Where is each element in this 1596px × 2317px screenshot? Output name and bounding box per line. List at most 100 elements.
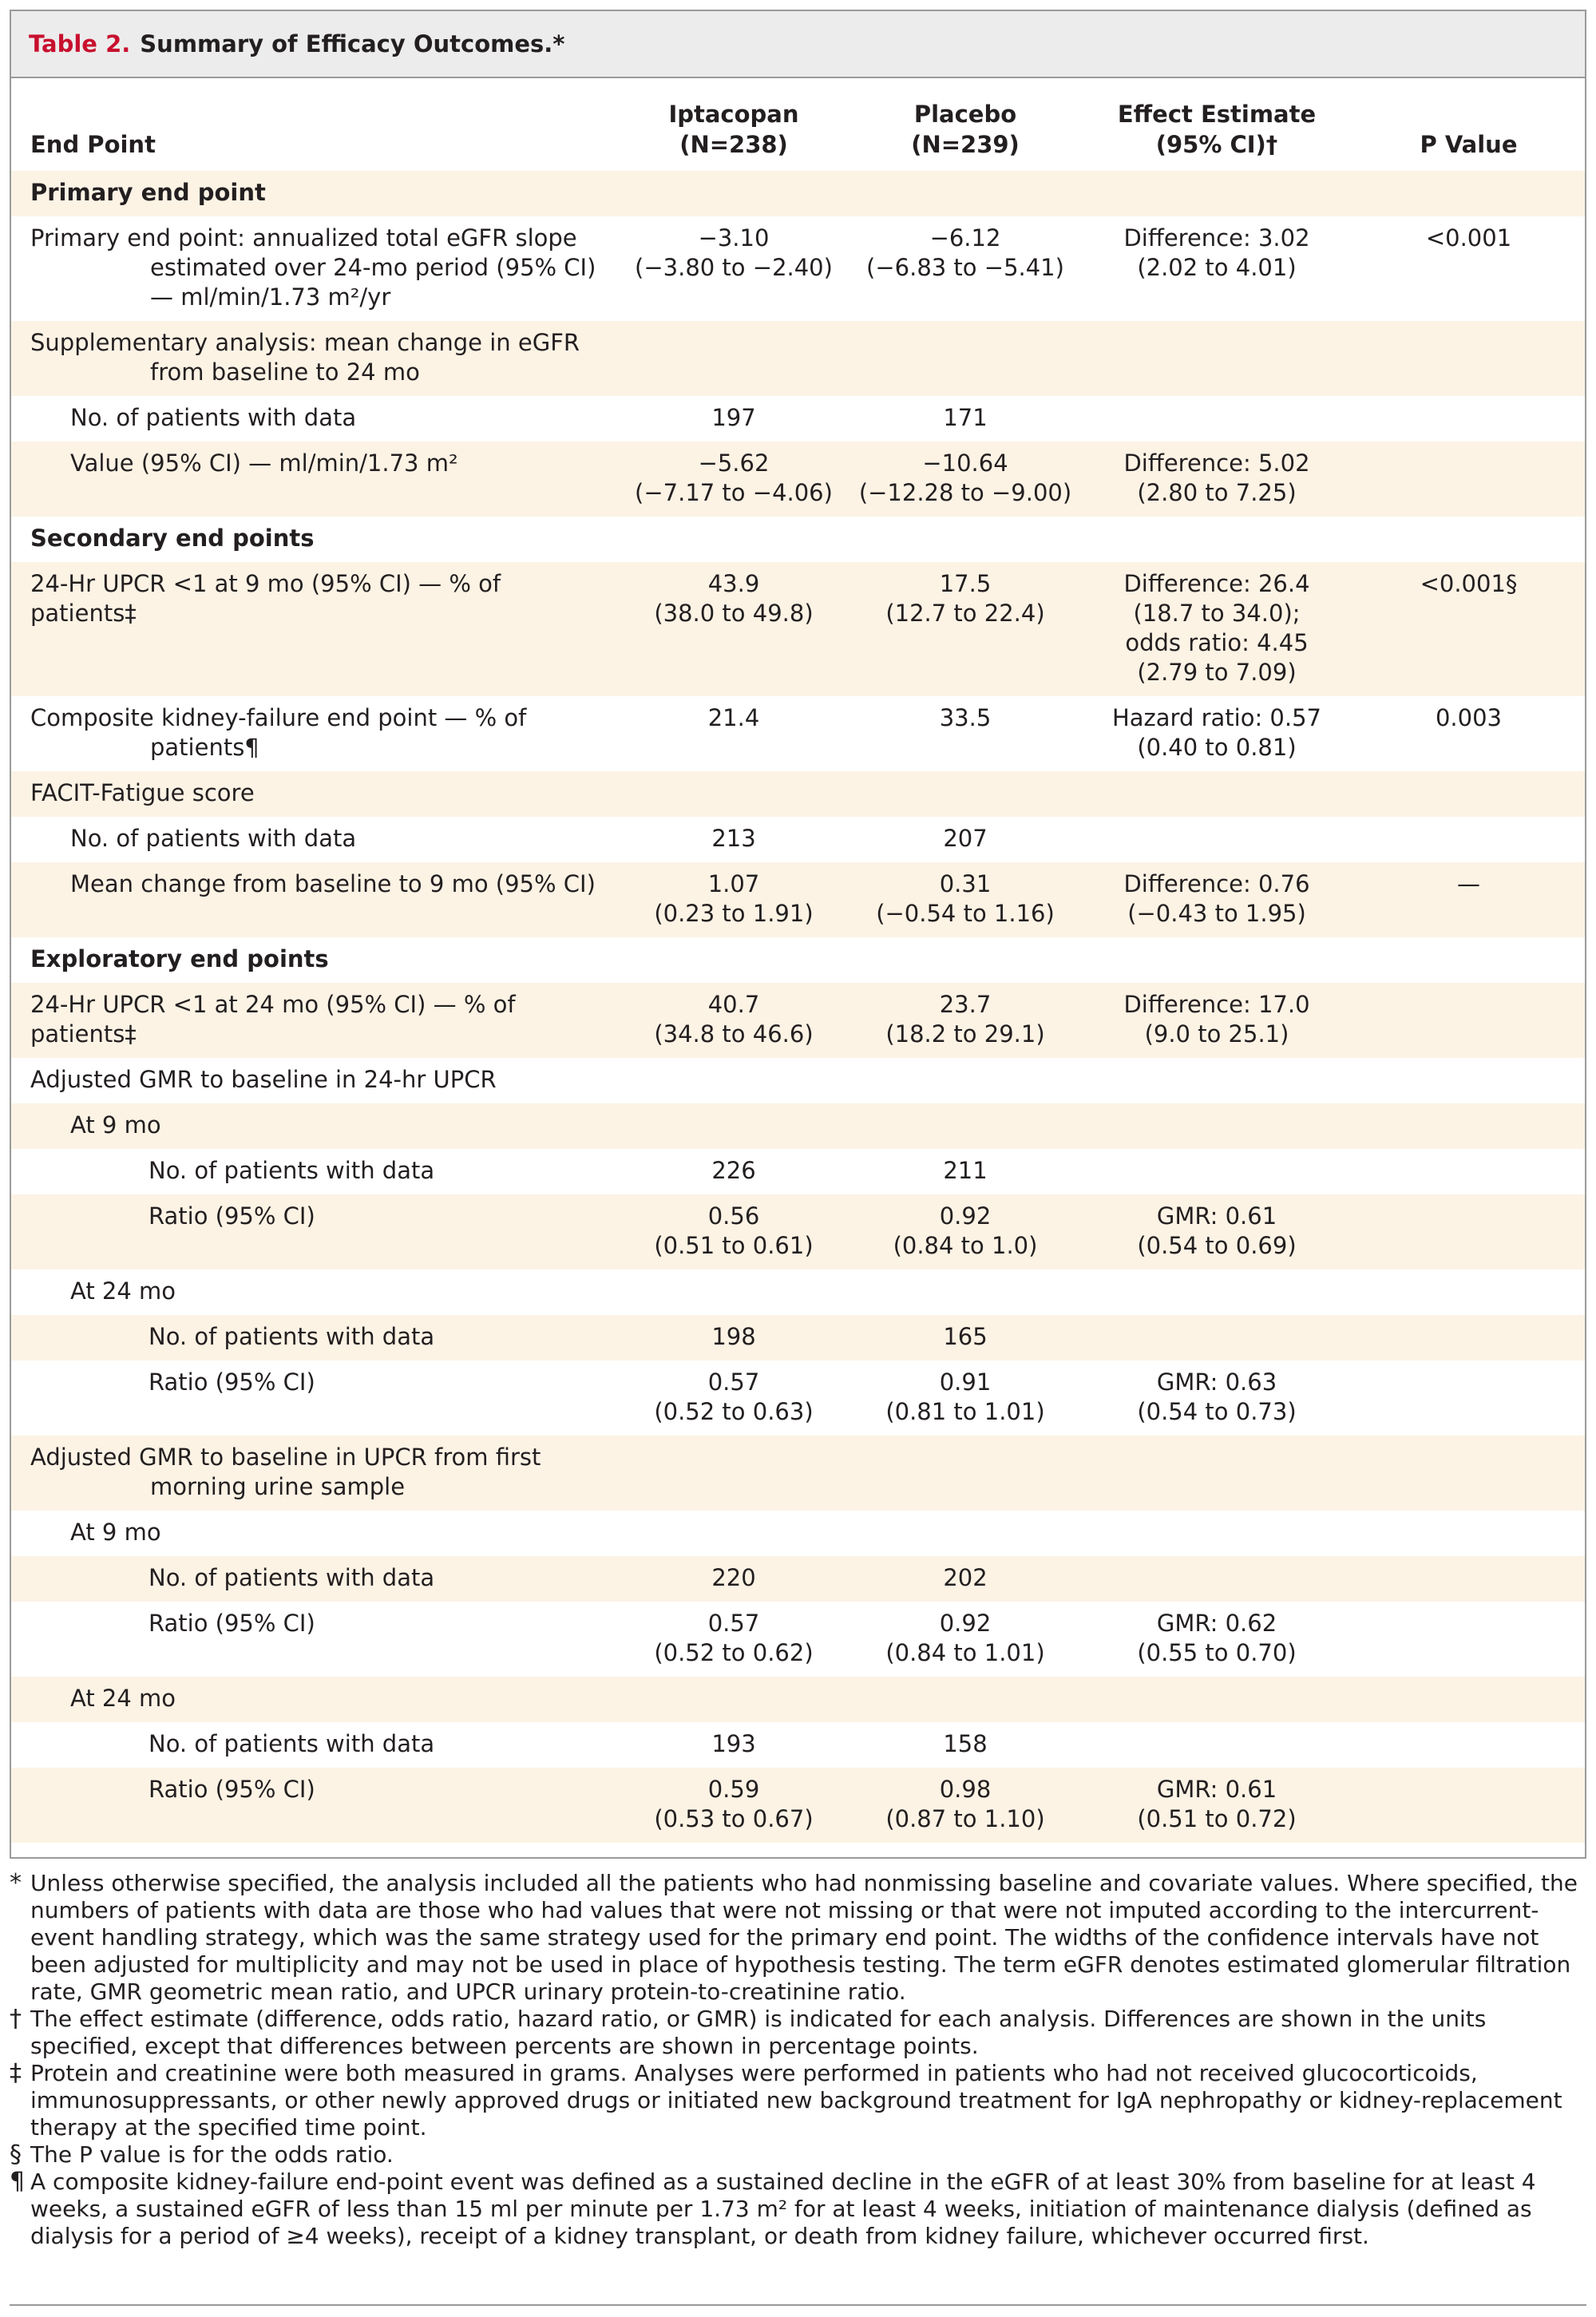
- iptacopan-ci: (34.8 to 46.6): [654, 1020, 814, 1048]
- effect-ci: (2.02 to 4.01): [1137, 254, 1297, 281]
- iptacopan-cell: 21.4: [707, 704, 760, 731]
- table-title-bar: Table 2. Summary of Efficacy Outcomes.*: [11, 11, 1585, 78]
- row-label: No. of patients with data: [11, 1556, 618, 1602]
- p-value-cell: <0.001§: [1352, 562, 1585, 696]
- iptacopan-ci: (0.51 to 0.61): [654, 1232, 814, 1259]
- iptacopan-ci: (0.52 to 0.62): [654, 1639, 814, 1666]
- effect-odds-ci: (2.79 to 7.09): [1137, 659, 1297, 686]
- table-row: Adjusted GMR to baseline in UPCR from fi…: [11, 1436, 1585, 1511]
- table-frame: Table 2. Summary of Efficacy Outcomes.* …: [10, 10, 1586, 1859]
- placebo-cell: 17.5 (12.7 to 22.4): [849, 562, 1081, 696]
- placebo-cell: 211: [943, 1157, 988, 1184]
- table-row: Adjusted GMR to baseline in 24-hr UPCR: [11, 1058, 1585, 1103]
- iptacopan-cell: 193: [711, 1730, 756, 1757]
- iptacopan-cell: 1.07 (0.23 to 1.91): [618, 862, 849, 937]
- effect-value: Hazard ratio: 0.57: [1111, 704, 1322, 731]
- iptacopan-value: 0.57: [707, 1368, 760, 1396]
- effect-ci: (−0.43 to 1.95): [1127, 900, 1306, 927]
- table-title: Summary of Efficacy Outcomes.*: [140, 30, 565, 57]
- row-label: At 24 mo: [70, 1277, 176, 1305]
- table-row: No. of patients with data 226 211: [11, 1149, 1585, 1194]
- placebo-value: 0.98: [939, 1776, 992, 1803]
- row-label: Adjusted GMR to baseline in 24-hr UPCR: [30, 1066, 497, 1093]
- effect-cell: GMR: 0.61 (0.54 to 0.69): [1081, 1194, 1352, 1269]
- table-row: Composite kidney-failure end point — % o…: [11, 696, 1585, 771]
- footnote-mark: †: [10, 2005, 22, 2033]
- placebo-cell: 0.31 (−0.54 to 1.16): [849, 862, 1081, 937]
- placebo-cell: 0.98 (0.87 to 1.10): [849, 1768, 1081, 1843]
- effect-value: GMR: 0.63: [1156, 1368, 1277, 1396]
- table-row: No. of patients with data 213 207: [11, 817, 1585, 862]
- iptacopan-value: −5.62: [698, 450, 770, 477]
- table-row: At 9 mo: [11, 1103, 1585, 1149]
- table-row: At 24 mo: [11, 1269, 1585, 1315]
- placebo-ci: (−6.83 to −5.41): [866, 254, 1064, 281]
- placebo-cell: −6.12 (−6.83 to −5.41): [849, 216, 1081, 321]
- placebo-cell: 0.91 (0.81 to 1.01): [849, 1360, 1081, 1436]
- footnote: † The effect estimate (difference, odds …: [10, 2006, 1586, 2060]
- effect-ci: (18.7 to 34.0);: [1133, 600, 1301, 627]
- row-label: At 24 mo: [11, 1677, 618, 1722]
- effect-odds-ratio: odds ratio: 4.45: [1125, 629, 1309, 656]
- row-label: Composite kidney-failure end point — % o…: [30, 704, 527, 761]
- footnote-mark: ¶: [10, 2168, 26, 2196]
- effect-cell: Difference: 26.4 (18.7 to 34.0); odds rati…: [1081, 562, 1352, 696]
- footnote-text: The effect estimate (difference, odds ra…: [30, 2006, 1487, 2059]
- footnote-text: The P value is for the odds ratio.: [30, 2141, 394, 2168]
- table-row: Ratio (95% CI) 0.57 (0.52 to 0.63) 0.91 (0…: [11, 1360, 1585, 1436]
- iptacopan-value: −3.10: [698, 224, 770, 252]
- effect-value: GMR: 0.62: [1156, 1610, 1277, 1637]
- table-row: Value (95% CI) — ml/min/1.73 m² −5.62 (−7…: [11, 442, 1585, 517]
- row-label: At 9 mo: [70, 1519, 161, 1546]
- effect-value: Difference: 0.76: [1123, 870, 1310, 897]
- effect-cell: GMR: 0.62 (0.55 to 0.70): [1081, 1602, 1352, 1677]
- placebo-value: 0.31: [939, 870, 992, 897]
- row-label: Secondary end points: [30, 525, 315, 552]
- footnote-mark: §: [10, 2141, 22, 2168]
- table-row: Mean change from baseline to 9 mo (95% C…: [11, 862, 1585, 937]
- iptacopan-cell: 198: [618, 1315, 849, 1360]
- row-label: No. of patients with data: [149, 1157, 435, 1184]
- placebo-ci: (−12.28 to −9.00): [858, 479, 1072, 506]
- footnotes: * Unless otherwise specified, the analys…: [10, 1870, 1586, 2250]
- iptacopan-value: 1.07: [707, 870, 760, 897]
- effect-cell: Difference: 5.02 (2.80 to 7.25): [1081, 442, 1352, 517]
- table-row: Ratio (95% CI) 0.56 (0.51 to 0.61) 0.92 (0…: [11, 1194, 1585, 1269]
- table-row: 24-Hr UPCR <1 at 24 mo (95% CI) — % of p…: [11, 983, 1585, 1058]
- row-label: No. of patients with data: [70, 825, 357, 852]
- table-row: At 9 mo: [11, 1511, 1585, 1556]
- footnote-mark: *: [10, 1869, 22, 1897]
- row-label: Ratio (95% CI): [149, 1610, 315, 1637]
- iptacopan-value: 0.59: [707, 1776, 760, 1803]
- effect-cell: GMR: 0.63 (0.54 to 0.73): [1081, 1360, 1352, 1436]
- placebo-cell: 165: [849, 1315, 1081, 1360]
- placebo-cell: −10.64 (−12.28 to −9.00): [849, 442, 1081, 517]
- row-label: At 9 mo: [11, 1103, 618, 1149]
- effect-value: Difference: 26.4: [1123, 570, 1310, 597]
- iptacopan-cell: 197: [711, 404, 756, 431]
- iptacopan-value: 43.9: [707, 570, 760, 597]
- effect-ci: (0.54 to 0.73): [1137, 1398, 1297, 1425]
- p-value-cell: —: [1352, 862, 1585, 937]
- table-row: No. of patients with data 220 202: [11, 1556, 1585, 1602]
- placebo-value: 0.92: [939, 1202, 992, 1230]
- iptacopan-value: 0.57: [707, 1610, 760, 1637]
- placebo-value: 0.91: [939, 1368, 992, 1396]
- iptacopan-cell: 0.56 (0.51 to 0.61): [618, 1194, 849, 1269]
- row-label: Ratio (95% CI): [11, 1194, 618, 1269]
- bottom-rule: [10, 2304, 1586, 2306]
- footnote-text: A composite kidney-failure end-point eve…: [30, 2168, 1536, 2249]
- footnote-text: Protein and creatinine were both measure…: [30, 2060, 1562, 2141]
- placebo-cell: 207: [943, 825, 988, 852]
- header-row: End Point Iptacopan (N=238) Placebo (N=2…: [11, 78, 1585, 171]
- row-label: Ratio (95% CI): [149, 1368, 315, 1396]
- p-value-cell: <0.001: [1425, 224, 1512, 252]
- table-row: 24-Hr UPCR <1 at 9 mo (95% CI) — % of pa…: [11, 562, 1585, 696]
- header-placebo-n: (N=239): [911, 131, 1020, 158]
- placebo-cell: 171: [943, 404, 988, 431]
- row-label: Exploratory end points: [30, 945, 329, 972]
- table-row: No. of patients with data 197 171: [11, 396, 1585, 442]
- placebo-cell: 23.7 (18.2 to 29.1): [849, 983, 1081, 1058]
- row-label: Mean change from baseline to 9 mo (95% C…: [11, 862, 618, 937]
- p-value-cell: 0.003: [1435, 704, 1503, 731]
